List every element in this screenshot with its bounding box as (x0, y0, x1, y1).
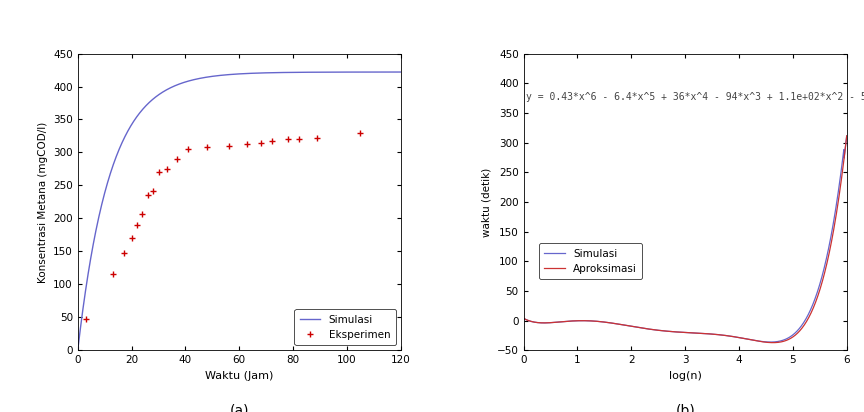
Aproksimasi (771, 340, 781, 345)
Eksperimen (355, 130, 365, 135)
Simulasi (842, 133, 852, 138)
Simulasi (215, 73, 226, 78)
Line: Eksperimen: Eksperimen (82, 129, 364, 322)
Eksperimen (137, 211, 148, 216)
Y-axis label: Konsentrasi Metana (mgCOD/l): Konsentrasi Metana (mgCOD/l) (38, 121, 48, 283)
Aproksimasi (842, 133, 852, 138)
Eksperimen (224, 143, 234, 148)
Eksperimen (162, 166, 172, 171)
Simulasi (518, 316, 529, 321)
Eksperimen (148, 189, 158, 194)
Eksperimen (108, 272, 118, 277)
Eksperimen (172, 157, 182, 162)
Eksperimen (242, 141, 252, 146)
Simulasi (73, 348, 83, 353)
X-axis label: log(n): log(n) (669, 371, 702, 381)
Eksperimen (266, 138, 276, 143)
Eksperimen (312, 136, 322, 140)
Line: Simulasi: Simulasi (524, 136, 847, 342)
Text: (b): (b) (676, 404, 695, 412)
Simulasi (105, 170, 116, 175)
Simulasi (551, 320, 562, 325)
Simulasi (203, 75, 213, 80)
Simulasi (325, 70, 335, 75)
Eksperimen (294, 137, 304, 142)
Eksperimen (256, 140, 266, 145)
Aproksimasi (661, 329, 671, 334)
Simulasi (766, 339, 776, 344)
Legend: Simulasi, Aproksimasi: Simulasi, Aproksimasi (538, 243, 642, 279)
Aproksimasi (518, 316, 529, 321)
Aproksimasi (649, 327, 659, 332)
Line: Simulasi: Simulasi (78, 72, 401, 350)
Legend: Simulasi, Eksperimen: Simulasi, Eksperimen (295, 309, 396, 345)
Simulasi (330, 70, 340, 75)
Eksperimen (183, 147, 194, 152)
Simulasi (295, 70, 305, 75)
Eksperimen (80, 316, 91, 321)
Aproksimasi (777, 339, 787, 344)
Simulasi (777, 338, 787, 343)
Eksperimen (132, 222, 143, 227)
X-axis label: Waktu (Jam): Waktu (Jam) (205, 371, 274, 381)
Eksperimen (126, 236, 137, 241)
Text: y = 0.43*x^6 - 6.4*x^5 + 36*x^4 - 94*x^3 + 1.1e+02*x^2 - 50*x + 3.6: y = 0.43*x^6 - 6.4*x^5 + 36*x^4 - 94*x^3… (526, 92, 864, 102)
Eksperimen (153, 170, 163, 175)
Eksperimen (283, 137, 293, 142)
Simulasi (771, 339, 781, 344)
Text: (a): (a) (230, 404, 249, 412)
Aproksimasi (551, 320, 562, 325)
Simulasi (396, 70, 406, 75)
Eksperimen (143, 193, 153, 198)
Eksperimen (118, 251, 129, 256)
Line: Aproksimasi: Aproksimasi (524, 136, 847, 343)
Simulasi (649, 327, 659, 332)
Aproksimasi (768, 340, 778, 345)
Eksperimen (202, 145, 213, 150)
Simulasi (740, 336, 751, 341)
Y-axis label: waktu (detik): waktu (detik) (481, 167, 492, 236)
Simulasi (661, 329, 671, 334)
Aproksimasi (740, 336, 751, 341)
